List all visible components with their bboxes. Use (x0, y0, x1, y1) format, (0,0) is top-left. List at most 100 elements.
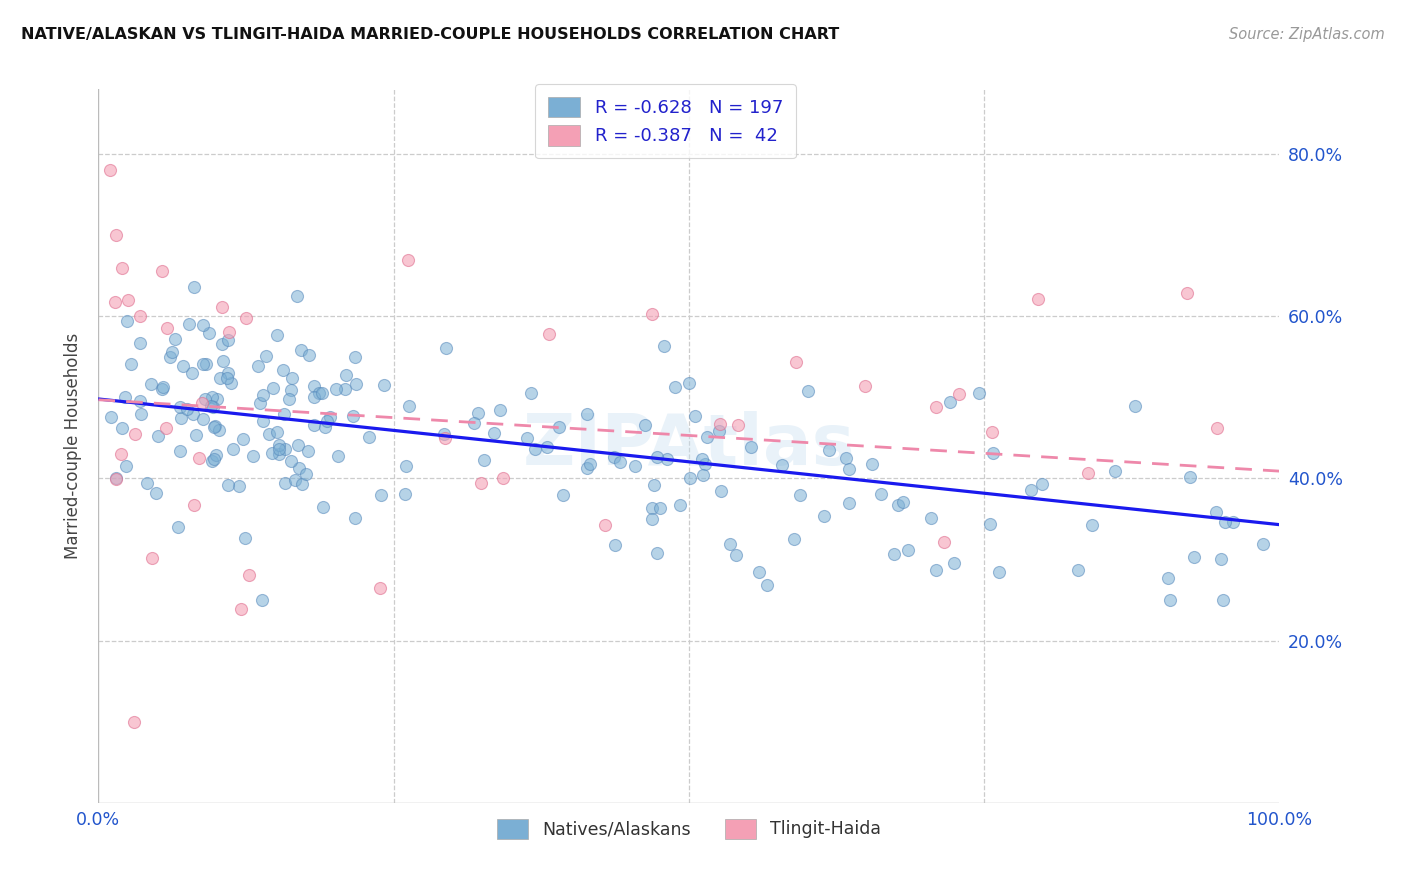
Point (120, 357, 142, 371)
Point (693, 457, 716, 471)
Point (709, 483, 731, 498)
Y-axis label: Married-couple Households: Married-couple Households (63, 333, 82, 559)
Point (891, 495, 914, 509)
Point (897, 542, 920, 557)
Point (211, 337, 233, 351)
Point (201, 390, 224, 404)
Point (217, 333, 239, 347)
Point (122, 714, 145, 729)
Point (634, 417, 657, 432)
Point (191, 412, 214, 426)
Point (211, 301, 233, 315)
Point (145, 486, 167, 500)
Point (981, 446, 1004, 460)
Point (925, 562, 948, 576)
Point (396, 253, 419, 268)
Point (105, 472, 128, 486)
Point (394, 486, 416, 500)
Point (578, 457, 600, 471)
Point (197, 326, 219, 341)
Point (603, 450, 626, 464)
Point (294, 467, 316, 482)
Point (159, 350, 181, 364)
Point (1104, 464, 1126, 478)
Point (370, 488, 392, 502)
Point (266, 328, 288, 343)
Point (233, 531, 256, 545)
Text: ZIPAtlas: ZIPAtlas (523, 411, 855, 481)
Point (284, 473, 307, 487)
Point (129, 407, 152, 421)
Point (115, 458, 138, 473)
Point (718, 537, 741, 551)
Point (1177, 285, 1199, 300)
Point (302, 390, 325, 404)
Point (287, 438, 309, 452)
Point (205, 448, 228, 462)
Point (979, 516, 1001, 531)
Point (267, 437, 290, 451)
Point (770, 458, 793, 473)
Point (489, 403, 512, 417)
Point (524, 442, 547, 456)
Point (492, 471, 515, 485)
Point (1157, 571, 1180, 585)
Point (609, 454, 631, 468)
Point (218, 325, 240, 339)
Point (645, 546, 668, 560)
Point (333, 382, 356, 396)
Point (643, 477, 665, 491)
Point (683, 409, 706, 423)
Point (194, 357, 217, 371)
Point (797, 384, 820, 399)
Point (436, 341, 458, 355)
Point (551, 488, 574, 502)
Point (150, 264, 173, 278)
Point (201, 454, 224, 468)
Point (342, 409, 364, 424)
Point (664, 380, 686, 394)
Point (934, 535, 956, 549)
Point (344, 376, 367, 391)
Point (228, 478, 250, 492)
Point (311, 386, 333, 401)
Point (987, 565, 1010, 579)
Point (256, 349, 278, 363)
Point (304, 379, 326, 393)
Point (252, 387, 274, 401)
Point (755, 578, 778, 592)
Point (183, 280, 205, 294)
Point (274, 442, 297, 457)
Point (692, 467, 714, 482)
Point (357, 429, 380, 443)
Text: Source: ZipAtlas.com: Source: ZipAtlas.com (1229, 27, 1385, 42)
Point (679, 471, 702, 485)
Point (111, 420, 134, 434)
Point (98, 163, 121, 178)
Point (128, 310, 150, 324)
Point (939, 394, 962, 409)
Point (172, 359, 194, 373)
Point (1213, 515, 1236, 529)
Point (398, 399, 420, 413)
Point (136, 475, 159, 490)
Point (155, 421, 177, 435)
Point (605, 538, 627, 552)
Point (652, 339, 675, 353)
Point (813, 508, 835, 523)
Point (537, 326, 560, 341)
Point (104, 471, 127, 485)
Point (835, 450, 858, 465)
Point (368, 581, 391, 595)
Point (183, 498, 205, 512)
Point (267, 447, 290, 461)
Point (128, 393, 150, 408)
Point (249, 395, 271, 409)
Point (252, 414, 274, 428)
Point (344, 511, 367, 525)
Point (114, 390, 136, 404)
Point (273, 408, 295, 422)
Point (184, 428, 207, 442)
Text: NATIVE/ALASKAN VS TLINGIT-HAIDA MARRIED-COUPLE HOUSEHOLDS CORRELATION CHART: NATIVE/ALASKAN VS TLINGIT-HAIDA MARRIED-… (21, 27, 839, 42)
Point (156, 321, 179, 335)
